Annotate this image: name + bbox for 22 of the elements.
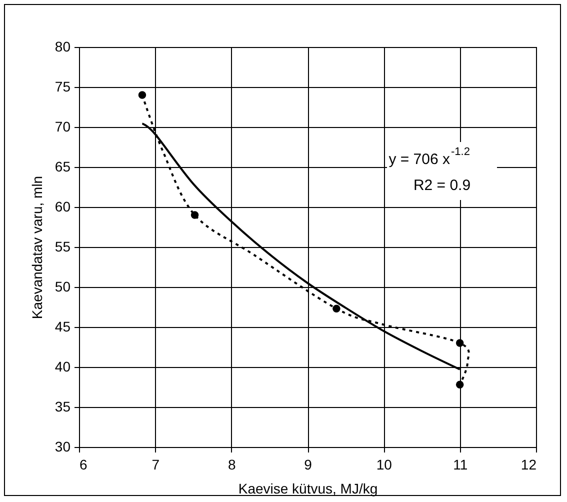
y-axis-title: Kaevandatav varu, mln bbox=[28, 176, 45, 320]
x-tick-label: 10 bbox=[376, 456, 392, 472]
y-tick-label: 35 bbox=[54, 398, 71, 414]
y-tick-label: 60 bbox=[54, 198, 71, 214]
y-tick-label: 50 bbox=[54, 278, 71, 294]
annotation: R2 = 0.9 bbox=[413, 177, 471, 194]
y-tick-label: 75 bbox=[54, 78, 71, 94]
point bbox=[456, 380, 464, 388]
y-tick-label: 70 bbox=[54, 118, 71, 134]
y-tick-label: 55 bbox=[54, 238, 71, 254]
x-tick-label: 8 bbox=[228, 456, 236, 472]
x-tick-label: 9 bbox=[304, 456, 312, 472]
x-axis-title: Kaevise kütvus, MJ/kg bbox=[238, 480, 378, 496]
y-tick-label: 30 bbox=[54, 438, 71, 454]
x-tick-label: 12 bbox=[520, 456, 537, 472]
x-tick-label: 11 bbox=[453, 456, 468, 472]
y-tick-label: 65 bbox=[54, 158, 71, 174]
x-tick-label: 7 bbox=[152, 456, 160, 472]
y-tick-label: 40 bbox=[54, 358, 71, 374]
x-tick-label: 6 bbox=[80, 456, 88, 472]
y-tick-label: 80 bbox=[54, 38, 71, 54]
y-tick-label: 45 bbox=[54, 318, 71, 334]
